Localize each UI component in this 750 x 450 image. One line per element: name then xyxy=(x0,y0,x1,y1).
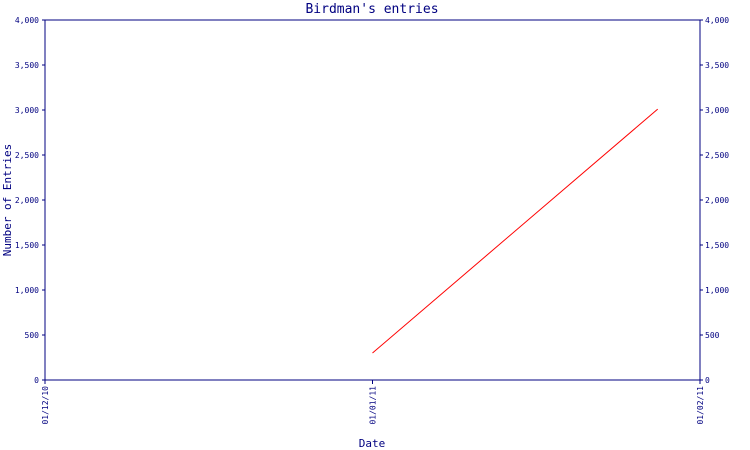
y-tick-label-right: 500 xyxy=(705,331,720,340)
y-axis-title: Number of Entries xyxy=(1,144,14,257)
y-tick-label-left: 0 xyxy=(34,376,39,385)
y-axis-right: 0 500 1,000 1,500 2,000 2,500 3,000 3,500 4,000 xyxy=(700,16,729,385)
chart-title: Birdman's entries xyxy=(305,2,438,17)
y-tick-label-right: 3,500 xyxy=(705,61,729,70)
x-tick-label: 01/01/11 xyxy=(369,386,378,425)
y-tick-label-left: 3,000 xyxy=(15,106,39,115)
x-tick-label: 01/12/10 xyxy=(41,386,50,425)
y-tick-label-left: 1,000 xyxy=(15,286,39,295)
y-tick-label-right: 1,000 xyxy=(705,286,729,295)
y-tick-label-right: 4,000 xyxy=(705,16,729,25)
x-axis: 01/12/10 01/01/11 01/02/11 xyxy=(41,380,705,425)
x-axis-title: Date xyxy=(359,437,386,450)
x-tick-label: 01/02/11 xyxy=(696,386,705,425)
series-line xyxy=(372,108,659,354)
y-tick-label-left: 3,500 xyxy=(15,61,39,70)
plot-area xyxy=(44,19,701,381)
y-tick-label-right: 3,000 xyxy=(705,106,729,115)
y-axis-left: 0 500 1,000 1,500 2,000 2,500 3,000 3,500 4,000 xyxy=(15,16,45,385)
y-tick-label-left: 1,500 xyxy=(15,241,39,250)
y-tick-label-left: 500 xyxy=(25,331,40,340)
y-tick-label-left: 4,000 xyxy=(15,16,39,25)
y-tick-label-left: 2,000 xyxy=(15,196,39,205)
y-tick-label-right: 0 xyxy=(705,376,710,385)
y-tick-label-right: 1,500 xyxy=(705,241,729,250)
series-group xyxy=(372,108,659,354)
y-tick-label-right: 2,000 xyxy=(705,196,729,205)
y-tick-label-left: 2,500 xyxy=(15,151,39,160)
y-tick-label-right: 2,500 xyxy=(705,151,729,160)
